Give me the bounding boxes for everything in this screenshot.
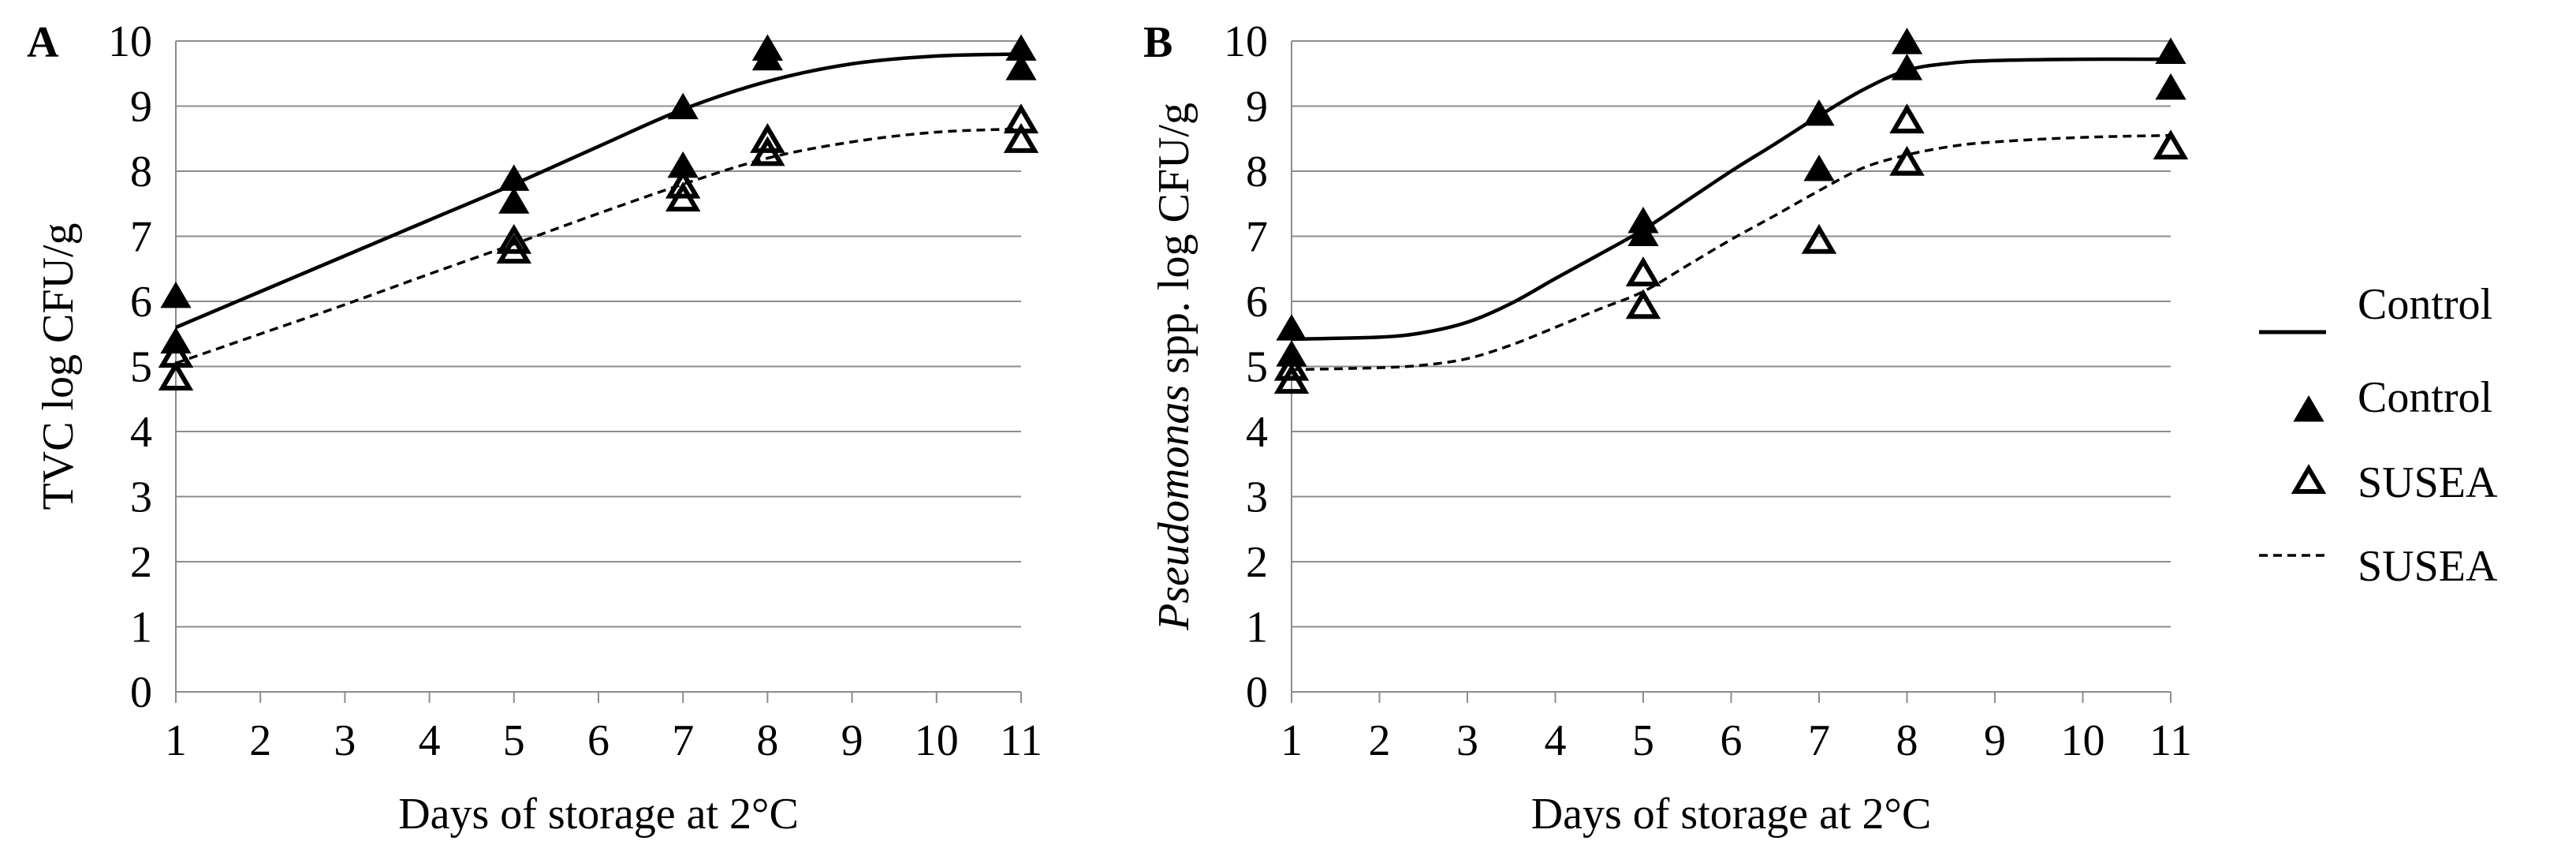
legend: Control Control SUSEA SUSEA xyxy=(2259,280,2498,591)
b-control-fit-line xyxy=(1291,57,2172,342)
b-y-tick-label: 9 xyxy=(1246,83,1268,132)
b-y-tick-label: 8 xyxy=(1246,148,1268,196)
a-x-tick-label: 11 xyxy=(1000,716,1042,765)
b-y-tick-label: 0 xyxy=(1246,668,1268,717)
b-y-tick-label: 10 xyxy=(1224,17,1268,66)
a-control-data-point xyxy=(751,43,784,71)
a-x-axis-label: Days of storage at 2°C xyxy=(398,790,799,839)
b-control-data-point xyxy=(1891,28,1923,54)
a-panel-letter: A xyxy=(27,18,59,67)
a-susea-data-point xyxy=(665,168,701,199)
a-susea-data-point xyxy=(158,361,194,391)
a-susea-fit-line xyxy=(175,127,1022,365)
b-control-data-point xyxy=(1276,314,1307,341)
a-x-tick-label: 1 xyxy=(165,716,187,765)
legend-susea-line-label: SUSEA xyxy=(2358,542,2498,591)
a-x-tick-label: 6 xyxy=(587,716,610,765)
b-x-tick-label: 1 xyxy=(1281,716,1303,765)
b-susea-data-point xyxy=(1625,289,1661,320)
b-susea-data-point xyxy=(1889,103,1925,134)
b-susea-data-point xyxy=(2153,129,2189,160)
b-x-tick-label: 8 xyxy=(1896,716,1918,765)
b-y-tick-label: 5 xyxy=(1246,343,1268,392)
b-y-axis-label: Pseudomonas spp. log CFU/g xyxy=(1150,103,1199,631)
a-x-tick-label: 9 xyxy=(841,716,863,765)
b-x-tick-label: 2 xyxy=(1369,716,1391,765)
a-control-fit-line xyxy=(175,52,1022,330)
legend-control-marker-swatch xyxy=(2293,395,2324,422)
legend-control-line-label: Control xyxy=(2358,280,2492,329)
a-x-tick-label: 3 xyxy=(334,716,356,765)
a-y-tick-label: 4 xyxy=(130,408,152,457)
a-x-tick-label: 7 xyxy=(672,716,694,765)
b-control-data-point xyxy=(1803,155,1835,181)
a-y-tick-label: 0 xyxy=(130,668,152,717)
b-susea-fit-line xyxy=(1291,133,2172,372)
b-x-tick-label: 10 xyxy=(2061,716,2105,765)
b-x-tick-label: 9 xyxy=(1984,716,2006,765)
a-x-tick-label: 10 xyxy=(915,716,959,765)
b-control-data-point xyxy=(2155,37,2186,65)
a-y-tick-label: 10 xyxy=(108,17,152,66)
b-x-tick-label: 6 xyxy=(1720,716,1743,765)
legend-susea-marker-label: SUSEA xyxy=(2358,458,2498,507)
b-susea-data-point xyxy=(1889,145,1925,176)
b-control-data-point xyxy=(1891,54,1923,80)
b-y-tick-label: 7 xyxy=(1246,213,1268,262)
b-y-tick-label: 6 xyxy=(1246,278,1268,327)
a-y-tick-label: 1 xyxy=(130,604,152,652)
a-y-tick-label: 6 xyxy=(130,278,152,327)
a-control-data-point xyxy=(498,187,530,214)
b-x-tick-label: 7 xyxy=(1808,716,1830,765)
legend-susea-marker-swatch xyxy=(2291,464,2327,494)
a-y-tick-label: 7 xyxy=(130,213,152,262)
a-y-tick-label: 9 xyxy=(130,83,152,132)
a-y-axis-label: TVC log CFU/g xyxy=(34,222,83,510)
a-y-tick-label: 8 xyxy=(130,148,152,196)
a-susea-data-point xyxy=(1003,122,1039,153)
b-x-tick-label: 3 xyxy=(1456,716,1478,765)
b-x-tick-label: 5 xyxy=(1632,716,1654,765)
a-susea-data-point xyxy=(496,234,532,264)
a-susea-data-point xyxy=(496,223,532,254)
a-control-data-point xyxy=(160,281,192,308)
a-control-data-point xyxy=(1005,54,1037,80)
a-x-tick-label: 2 xyxy=(249,716,271,765)
legend-control-marker-label: Control xyxy=(2358,373,2492,422)
a-susea-data-point xyxy=(750,136,785,166)
b-x-tick-label: 11 xyxy=(2149,716,2192,765)
b-susea-data-point xyxy=(1801,223,1837,254)
b-y-tick-label: 3 xyxy=(1246,473,1268,522)
b-control-data-point xyxy=(2155,73,2186,100)
b-y-tick-label: 1 xyxy=(1246,604,1268,652)
a-control-data-point xyxy=(667,92,699,120)
b-control-data-point xyxy=(1803,99,1835,126)
a-x-tick-label: 4 xyxy=(419,716,441,765)
a-x-tick-label: 8 xyxy=(756,716,778,765)
a-y-tick-label: 2 xyxy=(130,538,152,587)
b-y-tick-label: 2 xyxy=(1246,538,1268,587)
b-y-tick-label: 4 xyxy=(1246,408,1268,457)
a-susea-data-point xyxy=(665,181,701,212)
b-x-tick-label: 4 xyxy=(1545,716,1567,765)
b-control-data-point xyxy=(1627,219,1659,247)
a-x-tick-label: 5 xyxy=(503,716,525,765)
b-susea-data-point xyxy=(1625,256,1661,287)
b-susea-data-point xyxy=(1273,350,1310,381)
a-y-tick-label: 5 xyxy=(130,343,152,392)
b-susea-data-point xyxy=(1273,364,1310,394)
b-x-axis-label: Days of storage at 2°C xyxy=(1531,790,1932,839)
a-susea-data-point xyxy=(750,122,785,153)
a-y-tick-label: 3 xyxy=(130,473,152,522)
b-panel-letter: B xyxy=(1143,18,1172,67)
